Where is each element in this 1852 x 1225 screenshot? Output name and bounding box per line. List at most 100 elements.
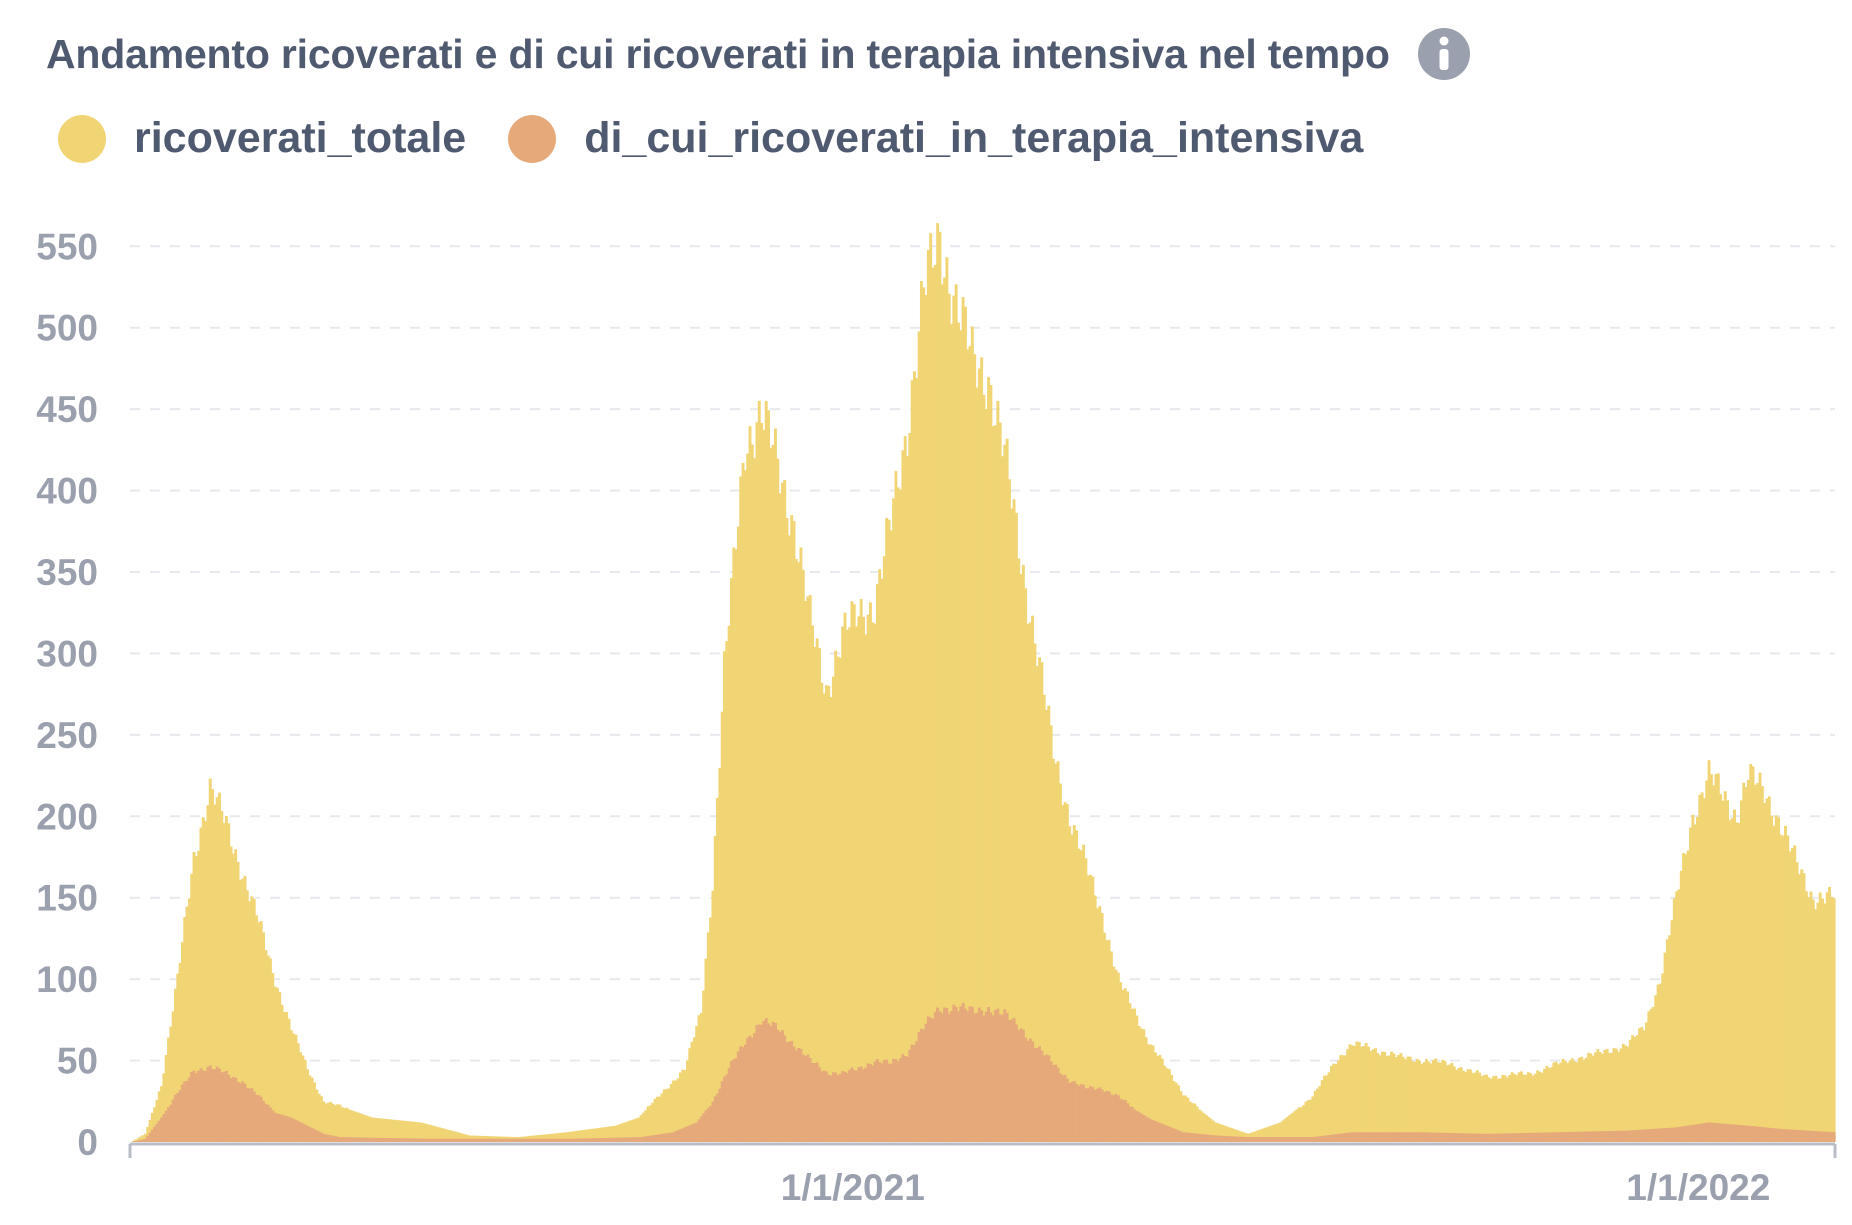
bar-ricoverati-totale bbox=[1575, 1062, 1579, 1142]
bar-di-cui-ricoverati-in-terapia-intensiva bbox=[1772, 1128, 1776, 1142]
bar-di-cui-ricoverati-in-terapia-intensiva bbox=[271, 1110, 275, 1142]
bar-di-cui-ricoverati-in-terapia-intensiva bbox=[824, 1071, 828, 1142]
bar-di-cui-ricoverati-in-terapia-intensiva bbox=[581, 1138, 585, 1142]
bar-di-cui-ricoverati-in-terapia-intensiva bbox=[1781, 1129, 1785, 1142]
bar-ricoverati-totale bbox=[227, 823, 231, 1142]
bar-di-cui-ricoverati-in-terapia-intensiva bbox=[1146, 1117, 1150, 1142]
bar-ricoverati-totale bbox=[1489, 1078, 1493, 1142]
bar-ricoverati-totale bbox=[1323, 1075, 1326, 1142]
bar-di-cui-ricoverati-in-terapia-intensiva bbox=[252, 1091, 256, 1142]
bar-ricoverati-totale bbox=[1547, 1067, 1551, 1142]
bar-ricoverati-totale bbox=[1746, 779, 1750, 1142]
bar-ricoverati-totale bbox=[366, 1115, 370, 1142]
bar-ricoverati-totale bbox=[977, 368, 981, 1142]
bar-di-cui-ricoverati-in-terapia-intensiva bbox=[1427, 1132, 1431, 1142]
bar-di-cui-ricoverati-in-terapia-intensiva bbox=[632, 1137, 636, 1142]
bar-ricoverati-totale bbox=[1702, 798, 1706, 1142]
bar-di-cui-ricoverati-in-terapia-intensiva bbox=[1656, 1128, 1660, 1142]
bar-ricoverati-totale bbox=[1661, 973, 1665, 1142]
bar-di-cui-ricoverati-in-terapia-intensiva bbox=[1325, 1135, 1329, 1142]
bar-di-cui-ricoverati-in-terapia-intensiva bbox=[746, 1037, 750, 1142]
bar-di-cui-ricoverati-in-terapia-intensiva bbox=[1767, 1127, 1771, 1142]
bar-di-cui-ricoverati-in-terapia-intensiva bbox=[1533, 1132, 1537, 1142]
legend-item-ricoverati-totale[interactable]: ricoverati_totale bbox=[58, 114, 466, 163]
bar-ricoverati-totale bbox=[245, 890, 249, 1142]
bar-ricoverati-totale bbox=[1582, 1059, 1586, 1142]
bar-di-cui-ricoverati-in-terapia-intensiva bbox=[509, 1138, 513, 1142]
bar-di-cui-ricoverati-in-terapia-intensiva bbox=[514, 1138, 518, 1142]
bar-ricoverati-totale bbox=[584, 1129, 587, 1142]
bar-di-cui-ricoverati-in-terapia-intensiva bbox=[1760, 1127, 1764, 1142]
bar-di-cui-ricoverati-in-terapia-intensiva bbox=[1545, 1132, 1549, 1142]
bar-di-cui-ricoverati-in-terapia-intensiva bbox=[1614, 1130, 1618, 1142]
bar-di-cui-ricoverati-in-terapia-intensiva bbox=[1232, 1136, 1236, 1142]
bar-ricoverati-totale bbox=[1367, 1046, 1370, 1142]
bar-ricoverati-totale bbox=[1387, 1055, 1391, 1142]
bar-di-cui-ricoverati-in-terapia-intensiva bbox=[171, 1099, 175, 1142]
bar-di-cui-ricoverati-in-terapia-intensiva bbox=[669, 1132, 673, 1142]
bar-ricoverati-totale bbox=[635, 1118, 638, 1142]
bar-ricoverati-totale bbox=[660, 1093, 664, 1142]
bar-ricoverati-totale bbox=[1531, 1075, 1535, 1142]
bar-di-cui-ricoverati-in-terapia-intensiva bbox=[250, 1088, 254, 1142]
bar-ricoverati-totale bbox=[655, 1096, 659, 1142]
bar-ricoverati-totale bbox=[899, 489, 903, 1143]
bar-di-cui-ricoverati-in-terapia-intensiva bbox=[1540, 1132, 1544, 1142]
bar-ricoverati-totale bbox=[1299, 1107, 1303, 1142]
bar-ricoverati-totale bbox=[1121, 989, 1125, 1142]
bar-ricoverati-totale bbox=[1721, 800, 1725, 1142]
bar-di-cui-ricoverati-in-terapia-intensiva bbox=[278, 1114, 282, 1142]
bar-ricoverati-totale bbox=[711, 890, 715, 1142]
chart-header: Andamento ricoverati e di cui ricoverati… bbox=[46, 26, 1472, 82]
bar-di-cui-ricoverati-in-terapia-intensiva bbox=[1318, 1136, 1322, 1142]
bar-di-cui-ricoverati-in-terapia-intensiva bbox=[799, 1048, 803, 1142]
bar-ricoverati-totale bbox=[1327, 1072, 1331, 1142]
bar-di-cui-ricoverati-in-terapia-intensiva bbox=[1793, 1129, 1797, 1142]
bar-di-cui-ricoverati-in-terapia-intensiva bbox=[1112, 1095, 1116, 1142]
bar-di-cui-ricoverati-in-terapia-intensiva bbox=[1072, 1080, 1076, 1142]
bar-di-cui-ricoverati-in-terapia-intensiva bbox=[1689, 1125, 1692, 1142]
bar-ricoverati-totale bbox=[778, 493, 782, 1142]
bar-ricoverati-totale bbox=[278, 991, 282, 1142]
bar-di-cui-ricoverati-in-terapia-intensiva bbox=[750, 1037, 754, 1142]
bar-di-cui-ricoverati-in-terapia-intensiva bbox=[1329, 1134, 1333, 1142]
bar-ricoverati-totale bbox=[753, 458, 757, 1143]
bar-di-cui-ricoverati-in-terapia-intensiva bbox=[287, 1116, 291, 1142]
bar-di-cui-ricoverati-in-terapia-intensiva bbox=[1431, 1132, 1435, 1142]
bar-di-cui-ricoverati-in-terapia-intensiva bbox=[1721, 1123, 1725, 1142]
bar-di-cui-ricoverati-in-terapia-intensiva bbox=[1573, 1131, 1577, 1142]
bar-di-cui-ricoverati-in-terapia-intensiva bbox=[572, 1138, 576, 1142]
bar-ricoverati-totale bbox=[1485, 1074, 1489, 1142]
bar-ricoverati-totale bbox=[1753, 784, 1757, 1142]
bar-di-cui-ricoverati-in-terapia-intensiva bbox=[1214, 1135, 1218, 1142]
bar-ricoverati-totale bbox=[1320, 1080, 1324, 1142]
bar-ricoverati-totale bbox=[394, 1119, 398, 1142]
bar-di-cui-ricoverati-in-terapia-intensiva bbox=[405, 1138, 409, 1142]
bar-ricoverati-totale bbox=[414, 1121, 418, 1142]
bar-di-cui-ricoverati-in-terapia-intensiva bbox=[1399, 1132, 1403, 1142]
bar-ricoverati-totale bbox=[359, 1113, 363, 1142]
bar-di-cui-ricoverati-in-terapia-intensiva bbox=[338, 1137, 342, 1142]
bar-di-cui-ricoverati-in-terapia-intensiva bbox=[1258, 1137, 1262, 1142]
bar-di-cui-ricoverati-in-terapia-intensiva bbox=[373, 1137, 377, 1142]
bar-ricoverati-totale bbox=[398, 1120, 402, 1142]
bar-di-cui-ricoverati-in-terapia-intensiva bbox=[1807, 1130, 1811, 1142]
bar-di-cui-ricoverati-in-terapia-intensiva bbox=[991, 1015, 995, 1142]
bar-ricoverati-totale bbox=[368, 1116, 372, 1142]
bar-di-cui-ricoverati-in-terapia-intensiva bbox=[470, 1138, 474, 1142]
bar-di-cui-ricoverati-in-terapia-intensiva bbox=[139, 1139, 143, 1142]
bar-di-cui-ricoverati-in-terapia-intensiva bbox=[565, 1138, 569, 1142]
bar-di-cui-ricoverati-in-terapia-intensiva bbox=[1485, 1133, 1489, 1142]
bar-di-cui-ricoverati-in-terapia-intensiva bbox=[556, 1138, 560, 1142]
bar-di-cui-ricoverati-in-terapia-intensiva bbox=[299, 1122, 303, 1142]
info-circle-icon[interactable] bbox=[1416, 26, 1472, 82]
bar-ricoverati-totale bbox=[401, 1120, 404, 1142]
bar-di-cui-ricoverati-in-terapia-intensiva bbox=[1079, 1084, 1083, 1142]
bar-ricoverati-totale bbox=[855, 626, 859, 1142]
bar-di-cui-ricoverati-in-terapia-intensiva bbox=[1200, 1134, 1204, 1142]
legend-item-terapia-intensiva[interactable]: di_cui_ricoverati_in_terapia_intensiva bbox=[508, 114, 1363, 163]
bar-ricoverati-totale bbox=[1619, 1048, 1623, 1142]
bar-di-cui-ricoverati-in-terapia-intensiva bbox=[350, 1137, 353, 1142]
bar-ricoverati-totale bbox=[702, 990, 706, 1142]
bar-ricoverati-totale bbox=[1209, 1118, 1213, 1142]
